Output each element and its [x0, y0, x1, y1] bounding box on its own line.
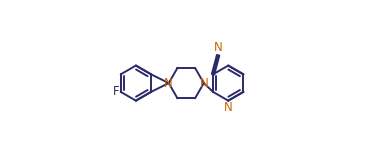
Text: N: N	[224, 101, 233, 114]
Text: F: F	[112, 85, 119, 98]
Text: N: N	[164, 77, 173, 90]
Text: N: N	[200, 77, 208, 90]
Text: N: N	[214, 41, 223, 54]
